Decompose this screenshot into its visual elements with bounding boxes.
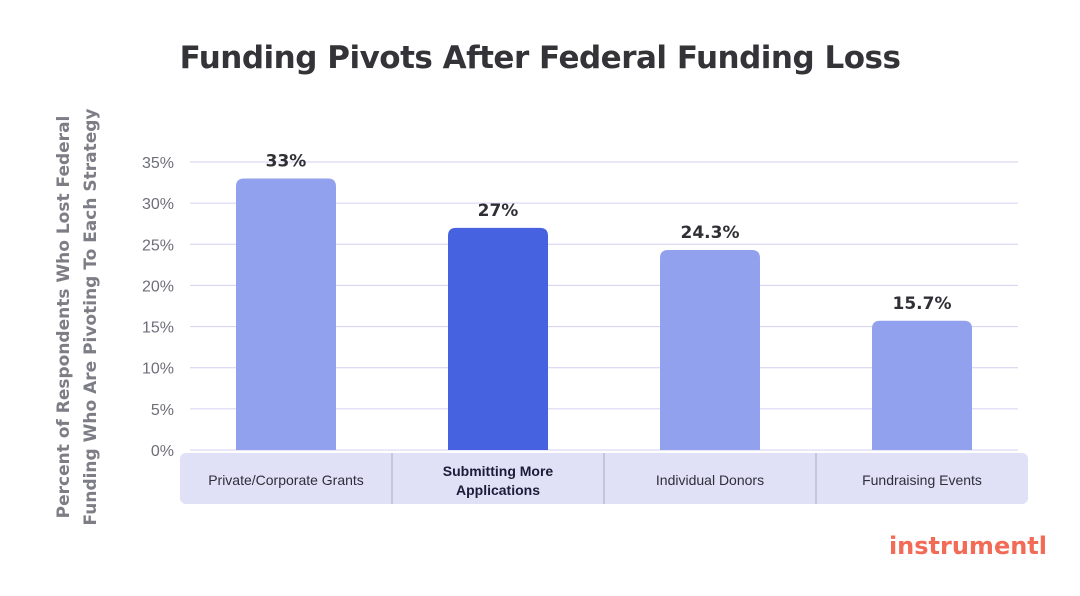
bar <box>660 250 760 450</box>
y-axis-ticks: 0% 5% 10% 15% 20% 25% 30% 35% <box>142 155 174 460</box>
y-tick-label: 20% <box>142 278 174 295</box>
category-label: Individual Donors <box>656 472 764 488</box>
y-tick-label: 15% <box>142 320 174 337</box>
y-tick-label: 25% <box>142 237 174 254</box>
category-label: Fundraising Events <box>862 472 982 488</box>
category-band <box>180 453 1028 504</box>
y-tick-label: 35% <box>142 155 174 172</box>
y-tick-label: 5% <box>151 402 174 419</box>
bar <box>448 227 548 450</box>
bar <box>236 178 336 450</box>
data-label: 33% <box>266 151 307 171</box>
bars <box>236 178 972 450</box>
category-label: Private/Corporate Grants <box>208 472 364 488</box>
instrumentl-logo: instrumentl <box>888 532 1047 560</box>
bar <box>872 320 972 450</box>
data-label: 24.3% <box>681 223 740 243</box>
y-tick-label: 30% <box>142 196 174 213</box>
data-labels: 33% Private/Corporate Grants 27% Submitting… <box>208 151 982 498</box>
y-tick-label: 10% <box>142 361 174 378</box>
data-label: 27% <box>478 201 519 221</box>
data-label: 15.7% <box>893 294 952 314</box>
chart-title: Funding Pivots After Federal Funding Los… <box>179 40 901 76</box>
y-tick-label: 0% <box>151 443 174 460</box>
category-label: Submitting More Applications <box>443 463 554 498</box>
